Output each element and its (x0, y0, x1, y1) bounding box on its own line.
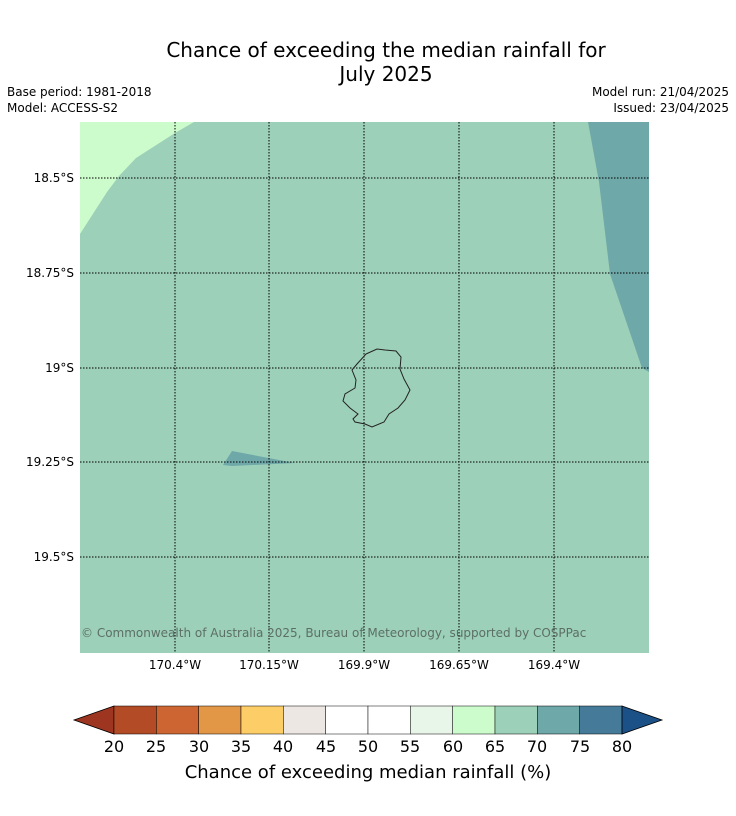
lat-label-1: 18.5°S (33, 171, 74, 185)
title-line-1: Chance of exceeding the median rainfall … (166, 38, 606, 62)
probability-65-60-region (80, 122, 194, 234)
colorbar-tick-25: 25 (145, 737, 167, 756)
colorbar-tick-30: 30 (188, 737, 210, 756)
probability-70-75-region-east (588, 122, 649, 372)
issued-text: Issued: 23/04/2025 (613, 101, 729, 115)
colorbar-segment-5 (283, 705, 326, 735)
chart-title: Chance of exceeding the median rainfall … (0, 38, 736, 86)
copyright-notice: © Commonwealth of Australia 2025, Bureau… (81, 626, 587, 640)
colorbar-tick-80: 80 (611, 737, 633, 756)
lat-label-3: 19°S (45, 361, 74, 375)
colorbar-tick-65: 65 (484, 737, 506, 756)
colorbar-segment-4 (240, 705, 284, 735)
island-outline (342, 348, 411, 428)
colorbar-segment-12 (579, 705, 623, 735)
lon-label-3: 169.9°W (337, 658, 391, 672)
meta-left: Base period: 1981-2018 Model: ACCESS-S2 (7, 84, 152, 116)
title-line-2: July 2025 (339, 62, 433, 86)
colorbar-segment-8 (410, 705, 453, 735)
colorbar-segment-1 (113, 705, 157, 735)
model-text: Model: ACCESS-S2 (7, 101, 119, 115)
colorbar-segment-2 (156, 705, 199, 735)
colorbar-segment-3 (198, 705, 242, 735)
lon-label-4: 169.65°W (429, 658, 489, 672)
colorbar-tick-70: 70 (526, 737, 548, 756)
colorbar-extend-high (621, 705, 664, 735)
lon-label-1: 170.4°W (148, 658, 202, 672)
colorbar-tick-35: 35 (230, 737, 252, 756)
colorbar-tick-20: 20 (103, 737, 125, 756)
colorbar-segment-6 (325, 705, 369, 735)
base-period-text: Base period: 1981-2018 (7, 85, 152, 99)
model-run-text: Model run: 21/04/2025 (591, 85, 729, 99)
colorbar-tick-45: 45 (315, 737, 337, 756)
colorbar-segment-9 (452, 705, 496, 735)
meta-right: Model run: 21/04/2025 Issued: 23/04/2025 (592, 84, 729, 116)
colorbar-extend-low (72, 705, 115, 735)
colorbar-segment-7 (367, 705, 411, 735)
colorbar-tick-75: 75 (569, 737, 591, 756)
map-svg (80, 122, 649, 653)
lon-label-5: 169.4°W (527, 658, 581, 672)
graticule (80, 122, 649, 653)
colorbar-tick-50: 50 (357, 737, 379, 756)
probability-70-75-region-west (223, 451, 295, 466)
lat-label-5: 19.5°S (33, 550, 74, 564)
colorbar-tick-60: 60 (442, 737, 464, 756)
colorbar (72, 705, 664, 735)
map-panel (80, 122, 649, 653)
colorbar-label: Chance of exceeding median rainfall (%) (184, 762, 552, 783)
lat-label-2: 18.75°S (26, 266, 74, 280)
lon-label-2: 170.15°W (239, 658, 299, 672)
colorbar-segment-11 (537, 705, 580, 735)
colorbar-tick-40: 40 (272, 737, 294, 756)
colorbar-tick-55: 55 (399, 737, 421, 756)
colorbar-segment-10 (494, 705, 538, 735)
lat-label-4: 19.25°S (26, 455, 74, 469)
